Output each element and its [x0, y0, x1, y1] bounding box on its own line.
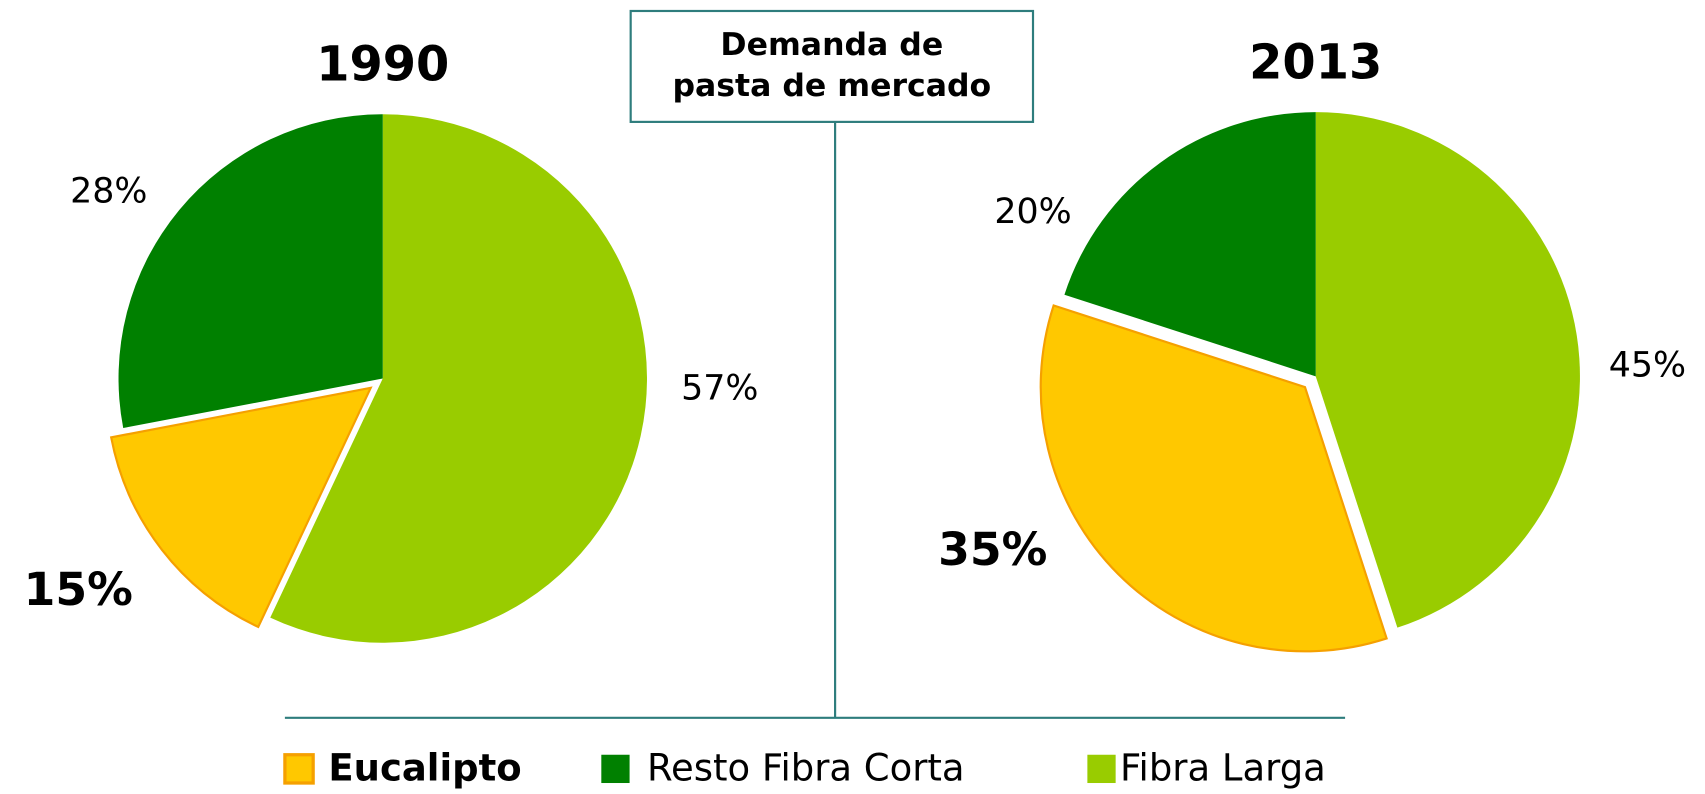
chart-title: Demanda de: [720, 27, 943, 63]
legend-label: Fibra Larga: [1120, 746, 1326, 789]
pie-slice: [1039, 304, 1388, 653]
data-label: 15%: [24, 563, 133, 616]
title-box: [629, 9, 1035, 123]
legend-swatch: [1087, 754, 1116, 784]
pie-slice: [109, 386, 373, 629]
pie-title: 1990: [316, 38, 449, 93]
pie-slice: [270, 114, 647, 643]
pie-slice: [118, 114, 383, 429]
legend-label: Resto Fibra Corta: [647, 746, 965, 789]
pie-slice: [1064, 112, 1316, 377]
data-label: 45%: [1609, 346, 1686, 386]
data-label: 57%: [681, 368, 758, 408]
chart-title: pasta de mercado: [672, 68, 991, 104]
data-label: 20%: [994, 192, 1071, 232]
legend-label: Eucalipto: [328, 746, 521, 789]
legend-swatch: [283, 753, 315, 785]
legend-swatch: [601, 754, 630, 784]
data-label: 35%: [938, 523, 1047, 576]
pie-title: 2013: [1249, 35, 1382, 90]
pie-slice: [1315, 112, 1580, 628]
data-label: 28%: [70, 172, 147, 212]
